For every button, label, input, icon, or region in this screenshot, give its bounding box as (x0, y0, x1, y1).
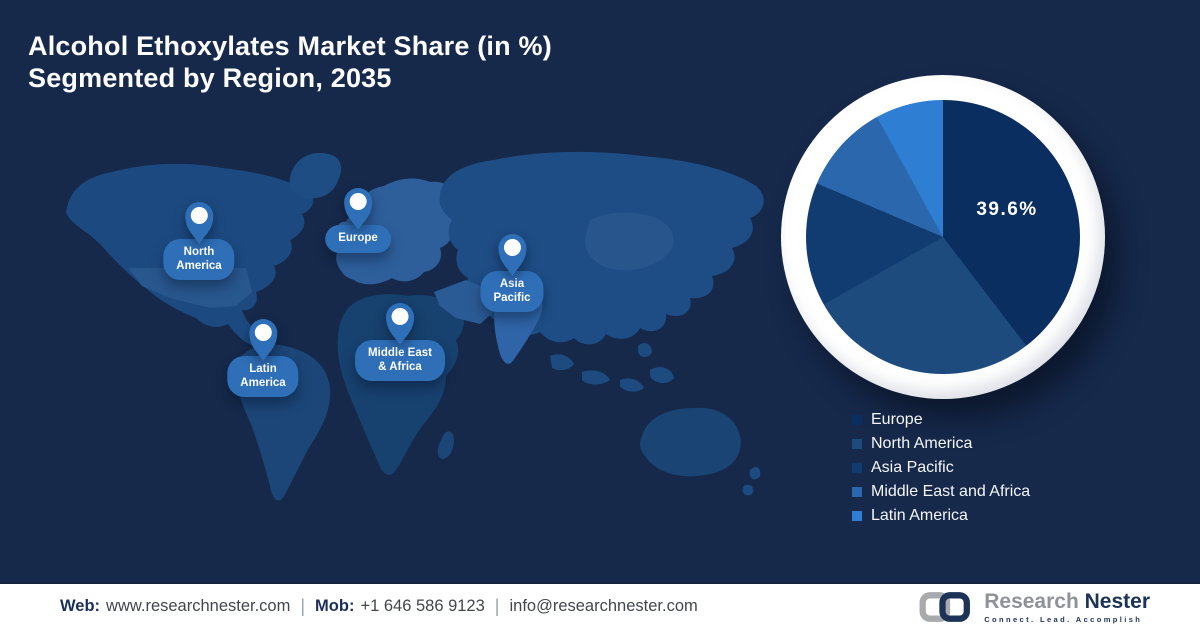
legend-label: North America (871, 435, 973, 452)
chain-links-logo-icon (919, 592, 971, 622)
brand-name-first: Research (984, 589, 1085, 613)
map-pin-latin-america: Latin America (227, 316, 299, 397)
region-japan (684, 239, 713, 283)
separator: | (300, 595, 306, 616)
map-label-line: & Africa (378, 360, 422, 373)
brand-name-second: Nester (1084, 589, 1150, 613)
map-label-line: America (240, 376, 286, 389)
chart-legend: Europe North America Asia Pacific Middle… (852, 412, 1030, 524)
region-africa (337, 294, 464, 476)
contact-info: Web: www.researchnester.com | Mob: +1 64… (60, 584, 698, 628)
legend-label: Latin America (871, 507, 968, 524)
email-address[interactable]: info@researchnester.com (509, 596, 698, 615)
web-label: Web: (60, 596, 101, 615)
website-url[interactable]: www.researchnester.com (106, 596, 291, 615)
legend-swatch-middle-east-africa (852, 487, 862, 497)
map-pin-europe: Europe (325, 185, 391, 253)
map-label-line: Europe (338, 232, 378, 244)
region-greenland (289, 152, 342, 199)
region-china (584, 212, 674, 271)
region-new-zealand (742, 467, 761, 496)
map-label-line: Middle East (368, 347, 432, 359)
region-madagascar (437, 431, 454, 459)
research-nester-logo: Research Nester Connect. Lead. Accomplis… (918, 588, 1150, 626)
footer-bar: Web: www.researchnester.com | Mob: +1 64… (0, 582, 1200, 628)
legend-swatch-asia-pacific (852, 463, 862, 473)
legend-swatch-north-america (852, 439, 862, 449)
legend-item-latin-america: Latin America (852, 508, 1030, 524)
map-label-latin-america: Latin America (227, 356, 299, 397)
title-line-1: Alcohol Ethoxylates Market Share (in %) (28, 31, 552, 61)
mob-label: Mob: (315, 596, 355, 615)
map-label-asia-pacific: Asia Pacific (480, 271, 544, 312)
brand-tagline: Connect. Lead. Accomplish (984, 614, 1143, 624)
pie-slice-value-label: 39.6% (976, 199, 1038, 220)
title-line-2: Segmented by Region, 2035 (28, 63, 392, 93)
world-map: North America Europe Asia Pacific (50, 140, 770, 530)
legend-label: Middle East and Africa (871, 483, 1031, 500)
location-pin-icon (184, 202, 213, 244)
map-label-line: America (176, 259, 222, 272)
map-label-line: Asia (499, 278, 525, 290)
location-pin-icon (497, 234, 526, 276)
legend-item-middle-east-africa: Middle East and Africa (852, 484, 1030, 500)
legend-item-north-america: North America (852, 436, 1030, 452)
legend-swatch-latin-america (852, 511, 862, 521)
map-label-line: Pacific (493, 291, 531, 304)
brand-name: Research Nester (984, 591, 1150, 612)
legend-label: Asia Pacific (871, 459, 954, 476)
separator: | (494, 595, 500, 616)
map-label-middle-east-africa: Middle East & Africa (355, 340, 445, 381)
location-pin-icon (248, 319, 277, 361)
location-pin-icon (344, 188, 372, 230)
region-indonesia (550, 343, 674, 392)
map-label-north-america: North America (163, 239, 235, 280)
map-label-line: Latin (249, 363, 277, 375)
map-pin-asia-pacific: Asia Pacific (480, 231, 544, 312)
pie (806, 100, 1080, 374)
phone-number: +1 646 586 9123 (360, 596, 485, 615)
location-pin-icon (386, 303, 414, 345)
map-pin-north-america: North America (163, 199, 235, 280)
legend-item-europe: Europe (852, 412, 1030, 428)
map-pin-middle-east-africa: Middle East & Africa (355, 300, 445, 381)
legend-swatch-europe (852, 415, 862, 425)
brand-texts: Research Nester Connect. Lead. Accomplis… (984, 591, 1150, 624)
legend-label: Europe (871, 411, 923, 428)
page-title: Alcohol Ethoxylates Market Share (in %) … (28, 30, 552, 94)
legend-item-asia-pacific: Asia Pacific (852, 460, 1030, 476)
region-australia (640, 407, 741, 477)
map-label-line: North (183, 246, 215, 258)
pie-chart-ring: 39.6% (781, 75, 1105, 399)
